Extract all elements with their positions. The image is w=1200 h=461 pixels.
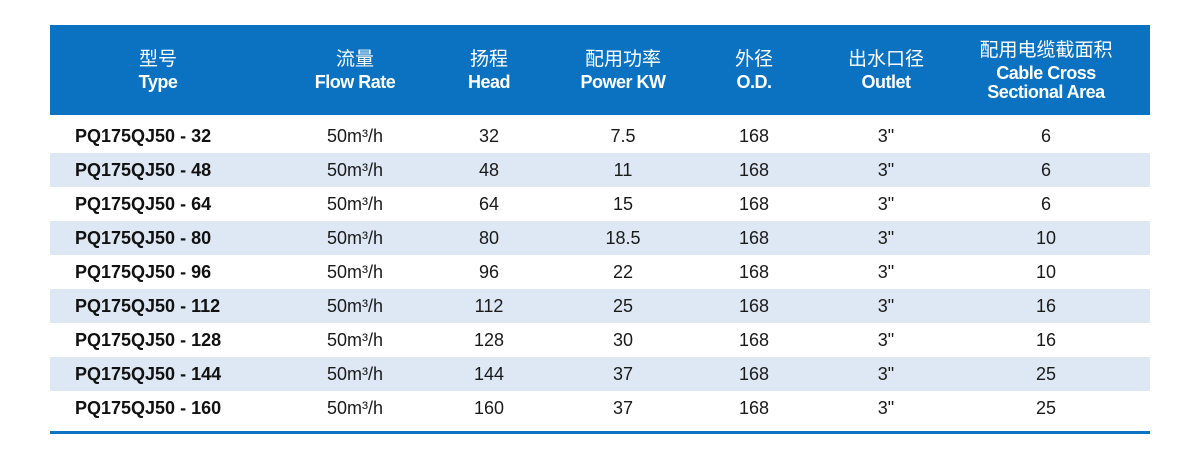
- cell-head: 64: [478, 194, 500, 214]
- cell-cable-area: 6: [1040, 126, 1052, 146]
- cell-power: 18.5: [605, 228, 641, 248]
- header-en: Head: [467, 72, 511, 92]
- cell-type: PQ175QJ50 - 32: [75, 126, 212, 146]
- table-row: PQ175QJ50 - 32 50m³/h 32 7.5 168 3" 6: [50, 119, 1150, 153]
- cell-cable-area: 6: [1040, 160, 1052, 180]
- cell-od: 168: [738, 126, 770, 146]
- cell-flow-rate: 50m³/h: [326, 194, 384, 214]
- cell-od: 168: [738, 228, 770, 248]
- cell-outlet: 3": [877, 228, 895, 248]
- cell-type: PQ175QJ50 - 112: [75, 296, 221, 316]
- cell-power: 7.5: [610, 126, 636, 146]
- cell-cable-area: 16: [1035, 296, 1057, 316]
- cell-outlet: 3": [877, 194, 895, 214]
- header-outlet: 出水口径 Outlet: [848, 25, 924, 115]
- table-row: PQ175QJ50 - 96 50m³/h 96 22 168 3" 10: [50, 255, 1150, 289]
- cell-od: 168: [738, 160, 770, 180]
- cell-outlet: 3": [877, 330, 895, 350]
- cell-flow-rate: 50m³/h: [326, 228, 384, 248]
- cell-power: 11: [613, 160, 633, 180]
- header-zh: 型号: [138, 49, 177, 70]
- spec-table: 型号 Type 流量 Flow Rate 扬程 Head 配用功率 Power KW 外径 O.D…: [50, 25, 1150, 434]
- table-row: PQ175QJ50 - 160 50m³/h 160 37 168 3" 25: [50, 391, 1150, 425]
- table-row: PQ175QJ50 - 80 50m³/h 80 18.5 168 3" 10: [50, 221, 1150, 255]
- cell-type: PQ175QJ50 - 64: [75, 194, 212, 214]
- cell-power: 15: [612, 194, 634, 214]
- table-header: 型号 Type 流量 Flow Rate 扬程 Head 配用功率 Power KW 外径 O.D…: [50, 25, 1150, 115]
- cell-head: 48: [478, 160, 500, 180]
- cell-outlet: 3": [877, 296, 895, 316]
- cell-head: 112: [474, 296, 504, 316]
- header-zh: 出水口径: [847, 49, 925, 70]
- cell-type: PQ175QJ50 - 160: [75, 398, 222, 418]
- cell-outlet: 3": [877, 126, 895, 146]
- table-row: PQ175QJ50 - 128 50m³/h 128 30 168 3" 16: [50, 323, 1150, 357]
- cell-flow-rate: 50m³/h: [326, 126, 384, 146]
- cell-head: 128: [473, 330, 505, 350]
- cell-power: 37: [612, 398, 634, 418]
- cell-outlet: 3": [877, 262, 895, 282]
- header-en: Type: [138, 72, 178, 92]
- cell-flow-rate: 50m³/h: [326, 262, 384, 282]
- cell-od: 168: [738, 398, 770, 418]
- cell-type: PQ175QJ50 - 96: [75, 262, 212, 282]
- cell-od: 168: [738, 262, 770, 282]
- cell-outlet: 3": [877, 398, 895, 418]
- header-en: Cable Cross: [996, 63, 1096, 83]
- cell-head: 144: [473, 364, 505, 384]
- header-od: 外径 O.D.: [735, 25, 773, 115]
- header-zh: 外径: [734, 49, 774, 70]
- cell-cable-area: 6: [1040, 194, 1052, 214]
- header-en: Outlet: [861, 72, 911, 92]
- cell-od: 168: [738, 330, 770, 350]
- header-flow-rate: 流量 Flow Rate: [315, 25, 396, 115]
- header-zh: 扬程: [469, 49, 509, 70]
- cell-flow-rate: 50m³/h: [326, 364, 384, 384]
- table-row: PQ175QJ50 - 64 50m³/h 64 15 168 3" 6: [50, 187, 1150, 221]
- cell-flow-rate: 50m³/h: [326, 160, 384, 180]
- cell-power: 25: [612, 296, 634, 316]
- table-row: PQ175QJ50 - 144 50m³/h 144 37 168 3" 25: [50, 357, 1150, 391]
- cell-outlet: 3": [877, 364, 895, 384]
- header-en: Power KW: [580, 72, 666, 92]
- cell-od: 168: [738, 296, 770, 316]
- cell-flow-rate: 50m³/h: [326, 296, 384, 316]
- cell-od: 168: [738, 364, 770, 384]
- table-row: PQ175QJ50 - 48 50m³/h 48 11 168 3" 6: [50, 153, 1150, 187]
- cell-type: PQ175QJ50 - 128: [75, 330, 222, 350]
- cell-cable-area: 25: [1035, 398, 1057, 418]
- cell-cable-area: 16: [1035, 330, 1057, 350]
- header-cable-area: 配用电缆截面积 Cable Cross Sectional Area: [979, 25, 1112, 115]
- cell-type: PQ175QJ50 - 80: [75, 228, 212, 248]
- header-zh: 流量: [335, 49, 375, 70]
- cell-flow-rate: 50m³/h: [326, 330, 384, 350]
- cell-power: 37: [612, 364, 634, 384]
- bottom-rule: [50, 431, 1150, 434]
- header-head: 扬程 Head: [467, 25, 511, 115]
- cell-power: 30: [612, 330, 634, 350]
- table-row: PQ175QJ50 - 112 50m³/h 112 25 168 3" 16: [50, 289, 1150, 323]
- header-en: Flow Rate: [314, 72, 396, 92]
- cell-power: 22: [612, 262, 634, 282]
- cell-head: 32: [478, 126, 500, 146]
- cell-outlet: 3": [877, 160, 895, 180]
- cell-cable-area: 10: [1035, 262, 1057, 282]
- cell-cable-area: 10: [1035, 228, 1057, 248]
- cell-head: 96: [478, 262, 500, 282]
- cell-head: 80: [478, 228, 500, 248]
- header-power: 配用功率 Power KW: [580, 25, 666, 115]
- cell-cable-area: 25: [1035, 364, 1057, 384]
- header-en: O.D.: [736, 72, 772, 92]
- cell-type: PQ175QJ50 - 144: [75, 364, 222, 384]
- header-zh: 配用功率: [584, 49, 662, 70]
- cell-head: 160: [473, 398, 505, 418]
- header-type: 型号 Type: [139, 25, 178, 115]
- cell-od: 168: [738, 194, 770, 214]
- table-body: PQ175QJ50 - 32 50m³/h 32 7.5 168 3" 6 PQ175QJ50…: [50, 115, 1150, 425]
- cell-type: PQ175QJ50 - 48: [75, 160, 212, 180]
- cell-flow-rate: 50m³/h: [326, 398, 384, 418]
- header-zh: 配用电缆截面积: [979, 40, 1113, 61]
- header-en-2: Sectional Area: [987, 82, 1105, 102]
